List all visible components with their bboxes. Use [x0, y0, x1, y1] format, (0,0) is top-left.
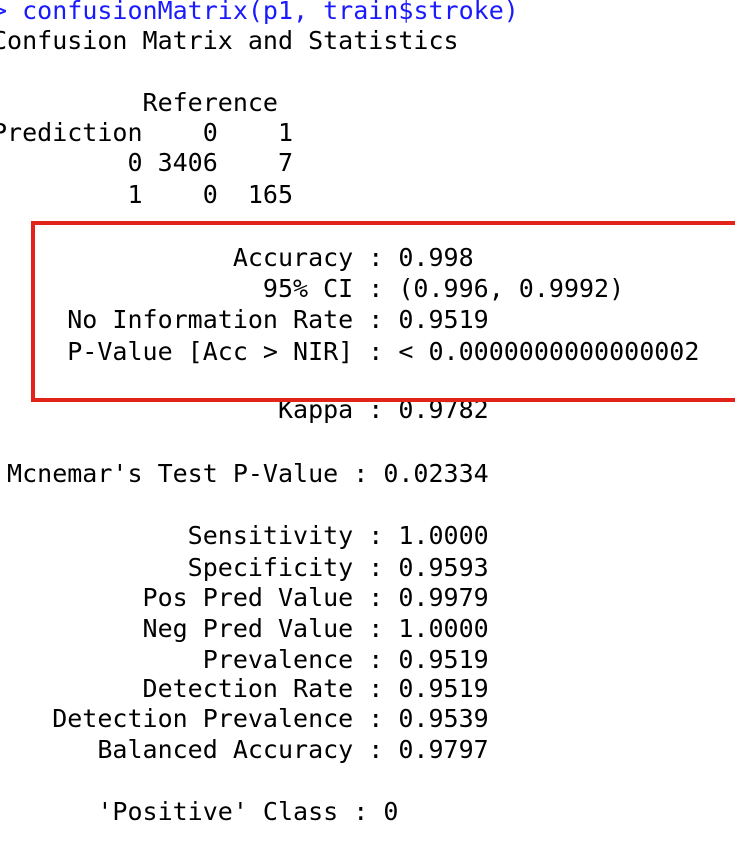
stat-detection-rate: Detection Rate : 0.9519	[0, 674, 489, 703]
stat-p-value: P-Value [Acc > NIR] : < 0.00000000000000…	[0, 337, 700, 366]
console-prompt: >	[0, 0, 22, 25]
matrix-prediction-header: Prediction 0 1	[0, 118, 294, 147]
stat-positive-class: 'Positive' Class : 0	[0, 797, 399, 826]
stat-95-ci: 95% CI : (0.996, 0.9992)	[0, 274, 625, 303]
matrix-row-1: 1 0 165	[0, 180, 294, 209]
output-title: Confusion Matrix and Statistics	[0, 26, 459, 55]
stat-specificity: Specificity : 0.9593	[0, 553, 489, 582]
stat-detection-prevalence: Detection Prevalence : 0.9539	[0, 704, 489, 733]
command-text: confusionMatrix(p1, train$stroke)	[22, 0, 519, 25]
stat-accuracy: Accuracy : 0.998	[0, 243, 474, 272]
matrix-row-0: 0 3406 7	[0, 148, 294, 177]
matrix-reference-header: Reference	[0, 88, 278, 117]
command-line: > confusionMatrix(p1, train$stroke)	[0, 0, 519, 26]
stat-mcnemar-p-value: Mcnemar's Test P-Value : 0.02334	[0, 459, 489, 488]
stat-neg-pred-value: Neg Pred Value : 1.0000	[0, 614, 489, 643]
stat-no-information-rate: No Information Rate : 0.9519	[0, 305, 489, 334]
stat-kappa: Kappa : 0.9782	[0, 395, 489, 424]
stat-prevalence: Prevalence : 0.9519	[0, 645, 489, 674]
stat-pos-pred-value: Pos Pred Value : 0.9979	[0, 583, 489, 612]
stat-sensitivity: Sensitivity : 1.0000	[0, 521, 489, 550]
stat-balanced-accuracy: Balanced Accuracy : 0.9797	[0, 735, 489, 764]
